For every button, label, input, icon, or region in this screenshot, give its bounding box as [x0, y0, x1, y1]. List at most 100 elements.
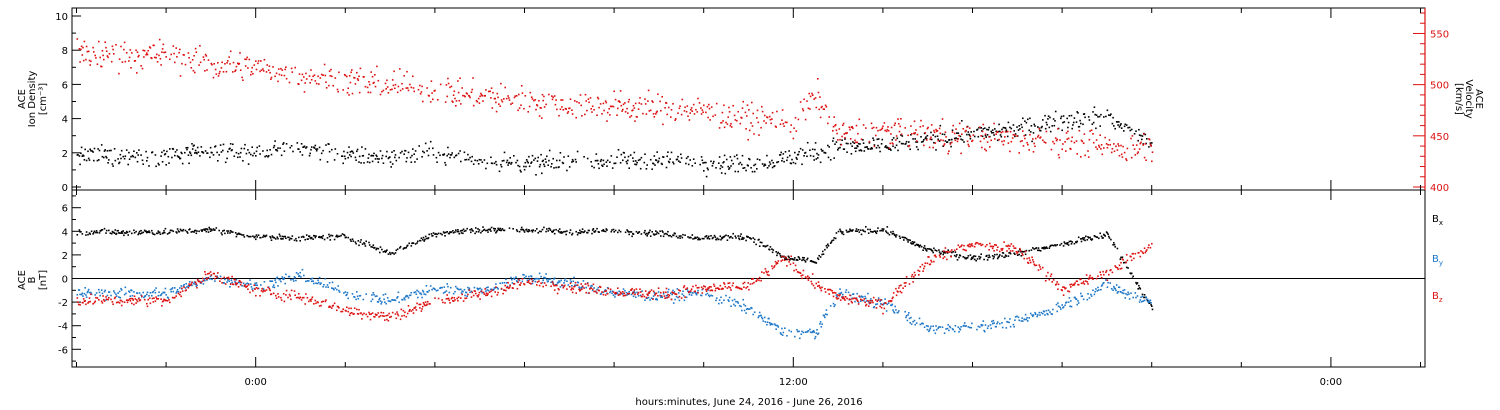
density-point — [240, 147, 243, 150]
bz-point — [255, 294, 257, 297]
velocity-point — [98, 40, 100, 43]
bz-point — [287, 296, 289, 299]
bz-point — [837, 294, 839, 296]
bx-point — [881, 228, 884, 230]
bx-point — [462, 228, 465, 231]
by-point — [761, 317, 764, 320]
by-point — [930, 325, 932, 328]
velocity-point — [419, 93, 422, 95]
velocity-point — [884, 129, 886, 132]
bz-point — [305, 293, 307, 295]
velocity-point — [301, 73, 304, 76]
velocity-point — [565, 108, 567, 110]
bz-point — [882, 312, 884, 315]
velocity-point — [562, 109, 565, 111]
velocity-point — [87, 50, 90, 53]
density-point — [314, 144, 317, 147]
density-point — [227, 150, 229, 153]
bx-point — [1099, 232, 1101, 235]
density-point — [101, 155, 104, 158]
density-point — [571, 158, 574, 161]
by-point — [957, 326, 960, 328]
velocity-point — [613, 90, 615, 93]
velocity-point — [422, 100, 424, 103]
by-point — [933, 329, 935, 332]
density-point — [495, 160, 497, 163]
bz-point — [418, 303, 420, 306]
velocity-point — [123, 41, 126, 44]
bx-point — [253, 236, 256, 239]
bx-point — [1056, 244, 1058, 246]
by-point — [836, 295, 838, 298]
density-point — [508, 161, 511, 164]
bz-point — [898, 287, 900, 289]
density-point — [343, 150, 345, 153]
by-point — [435, 289, 438, 292]
velocity-point — [1087, 156, 1090, 158]
bx-point — [842, 231, 844, 233]
bz-point — [851, 301, 853, 304]
by-point — [817, 332, 820, 335]
by-point — [914, 323, 916, 326]
bz-point — [1019, 247, 1021, 250]
velocity-point — [854, 141, 857, 144]
bx-point — [432, 232, 435, 234]
bx-point — [310, 236, 313, 239]
top-left-tick-label: 8 — [62, 46, 68, 57]
density-point — [112, 165, 114, 167]
velocity-point — [143, 56, 145, 58]
bz-point — [518, 278, 520, 281]
by-point — [365, 293, 367, 295]
density-point — [779, 154, 782, 156]
by-point — [743, 309, 746, 312]
velocity-point — [1053, 142, 1056, 145]
velocity-point — [622, 103, 625, 106]
bz-point — [881, 303, 884, 306]
bx-point — [1020, 255, 1023, 257]
by-point — [748, 308, 750, 310]
bx-point — [92, 233, 94, 235]
bx-point — [913, 241, 916, 243]
bz-point — [451, 296, 453, 299]
bz-point — [944, 247, 947, 249]
density-point — [1042, 119, 1044, 121]
bz-point — [1072, 284, 1074, 287]
bx-point — [612, 228, 615, 231]
by-point — [819, 321, 822, 323]
by-point — [442, 292, 445, 294]
by-point — [771, 323, 774, 326]
density-point — [797, 153, 800, 156]
bz-point — [821, 286, 823, 289]
bz-point — [125, 299, 128, 301]
velocity-point — [564, 107, 567, 110]
bx-point — [804, 261, 807, 263]
bz-point — [719, 284, 722, 287]
bx-point — [643, 231, 646, 234]
density-point — [1068, 115, 1071, 117]
velocity-point — [771, 111, 774, 114]
bx-point — [333, 238, 336, 241]
bx-point — [841, 232, 843, 235]
by-point — [523, 277, 526, 279]
velocity-point — [771, 118, 773, 120]
density-point — [1080, 122, 1082, 125]
bx-point — [740, 233, 742, 235]
velocity-point — [277, 68, 280, 70]
by-point — [1136, 295, 1139, 297]
density-point — [841, 139, 843, 141]
density-point — [713, 160, 715, 163]
density-point — [483, 159, 486, 161]
by-point — [949, 326, 952, 329]
by-point — [773, 323, 776, 325]
bz-point — [1006, 245, 1009, 248]
bz-point — [622, 291, 624, 293]
velocity-point — [1125, 158, 1127, 160]
by-point — [113, 291, 116, 294]
density-point — [654, 164, 656, 166]
by-point — [1148, 300, 1150, 302]
velocity-point — [1024, 137, 1026, 140]
by-point — [935, 325, 937, 327]
velocity-point — [745, 128, 747, 130]
bx-point — [1018, 253, 1020, 256]
density-point — [595, 153, 598, 155]
